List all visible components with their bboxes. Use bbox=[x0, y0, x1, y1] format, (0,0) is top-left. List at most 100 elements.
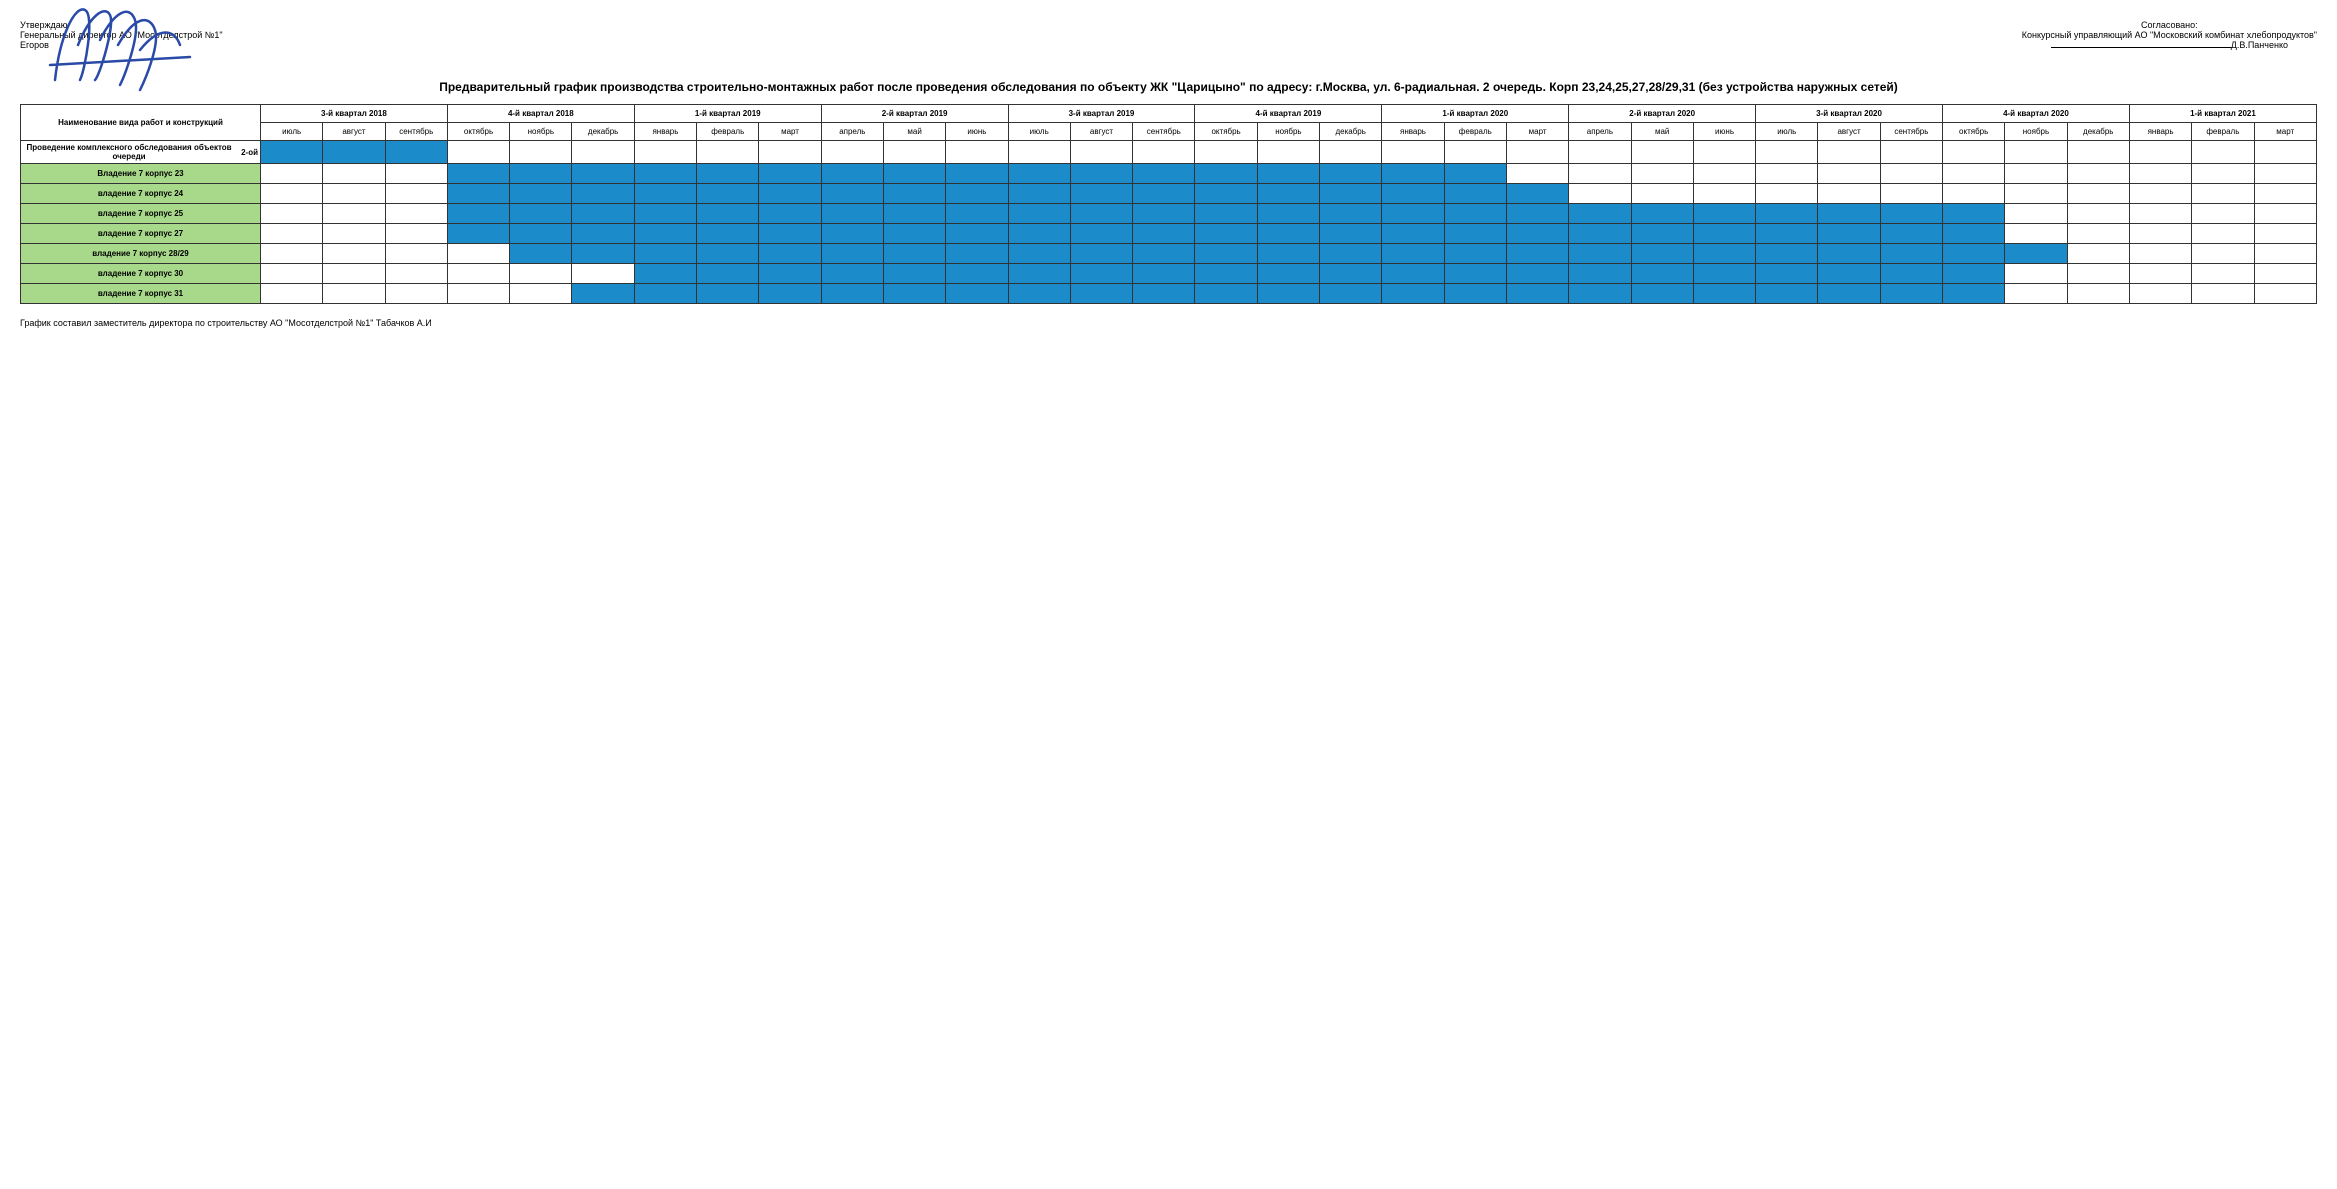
gantt-cell bbox=[2067, 204, 2129, 224]
gantt-cell bbox=[1943, 141, 2005, 164]
gantt-cell bbox=[2005, 164, 2067, 184]
gantt-cell bbox=[1133, 244, 1195, 264]
gantt-cell bbox=[883, 204, 945, 224]
gantt-cell bbox=[1008, 141, 1070, 164]
gantt-cell bbox=[1569, 264, 1631, 284]
quarter-header: 2-й квартал 2019 bbox=[821, 105, 1008, 123]
gantt-cell bbox=[1382, 184, 1444, 204]
gantt-cell bbox=[1943, 204, 2005, 224]
quarter-header: 1-й квартал 2021 bbox=[2129, 105, 2316, 123]
gantt-cell bbox=[572, 224, 634, 244]
gantt-cell bbox=[946, 141, 1008, 164]
gantt-cell bbox=[2129, 244, 2191, 264]
gantt-cell bbox=[1506, 244, 1568, 264]
month-header: июль bbox=[1008, 123, 1070, 141]
gantt-cell bbox=[1133, 224, 1195, 244]
gantt-cell bbox=[1382, 224, 1444, 244]
month-header: январь bbox=[1382, 123, 1444, 141]
gantt-cell bbox=[1008, 224, 1070, 244]
gantt-cell bbox=[1631, 264, 1693, 284]
row-label: владение 7 корпус 28/29 bbox=[21, 244, 261, 264]
gantt-cell bbox=[1070, 244, 1132, 264]
gantt-cell bbox=[1133, 204, 1195, 224]
gantt-cell bbox=[1880, 184, 1942, 204]
gantt-cell bbox=[510, 141, 572, 164]
gantt-cell bbox=[634, 204, 696, 224]
gantt-cell bbox=[447, 284, 509, 304]
month-header: декабрь bbox=[572, 123, 634, 141]
gantt-cell bbox=[1257, 164, 1319, 184]
gantt-cell bbox=[1693, 184, 1755, 204]
row-label: Проведение комплексного обследования объ… bbox=[21, 141, 261, 164]
gantt-cell bbox=[510, 184, 572, 204]
gantt-cell bbox=[883, 164, 945, 184]
gantt-cell bbox=[510, 244, 572, 264]
month-header: февраль bbox=[2192, 123, 2254, 141]
gantt-cell bbox=[1257, 264, 1319, 284]
gantt-cell bbox=[1631, 164, 1693, 184]
gantt-cell bbox=[447, 204, 509, 224]
gantt-cell bbox=[323, 141, 385, 164]
gantt-cell bbox=[1506, 184, 1568, 204]
gantt-cell bbox=[634, 141, 696, 164]
gantt-cell bbox=[1693, 264, 1755, 284]
gantt-cell bbox=[1818, 141, 1880, 164]
gantt-cell bbox=[572, 141, 634, 164]
gantt-cell bbox=[1444, 284, 1506, 304]
gantt-cell bbox=[1631, 184, 1693, 204]
gantt-cell bbox=[946, 264, 1008, 284]
gantt-cell bbox=[572, 164, 634, 184]
gantt-cell bbox=[572, 284, 634, 304]
gantt-cell bbox=[1444, 224, 1506, 244]
gantt-cell bbox=[883, 141, 945, 164]
approval-right-line1: Согласовано: bbox=[2022, 20, 2317, 30]
gantt-cell bbox=[1070, 184, 1132, 204]
month-header: сентябрь bbox=[1133, 123, 1195, 141]
gantt-cell bbox=[1506, 204, 1568, 224]
gantt-cell bbox=[2129, 284, 2191, 304]
gantt-cell bbox=[821, 204, 883, 224]
gantt-cell bbox=[2005, 184, 2067, 204]
gantt-cell bbox=[2192, 184, 2254, 204]
gantt-cell bbox=[510, 264, 572, 284]
gantt-row: владение 7 корпус 27 bbox=[21, 224, 2317, 244]
gantt-cell bbox=[634, 264, 696, 284]
gantt-cell bbox=[1569, 244, 1631, 264]
gantt-cell bbox=[572, 184, 634, 204]
gantt-cell bbox=[1195, 264, 1257, 284]
gantt-cell bbox=[2254, 244, 2317, 264]
gantt-cell bbox=[1631, 141, 1693, 164]
gantt-cell bbox=[697, 264, 759, 284]
gantt-cell bbox=[759, 284, 821, 304]
gantt-cell bbox=[821, 244, 883, 264]
month-header: март bbox=[759, 123, 821, 141]
gantt-cell bbox=[385, 184, 447, 204]
gantt-cell bbox=[1257, 184, 1319, 204]
gantt-cell bbox=[1943, 264, 2005, 284]
month-header: декабрь bbox=[1320, 123, 1382, 141]
gantt-cell bbox=[1818, 284, 1880, 304]
gantt-cell bbox=[2005, 244, 2067, 264]
gantt-cell bbox=[1818, 224, 1880, 244]
month-header: апрель bbox=[1569, 123, 1631, 141]
gantt-cell bbox=[1818, 244, 1880, 264]
gantt-cell bbox=[697, 284, 759, 304]
gantt-cell bbox=[1880, 141, 1942, 164]
gantt-cell bbox=[1320, 244, 1382, 264]
gantt-cell bbox=[1693, 164, 1755, 184]
gantt-cell bbox=[385, 264, 447, 284]
gantt-cell bbox=[2254, 141, 2317, 164]
gantt-cell bbox=[759, 164, 821, 184]
gantt-cell bbox=[1693, 224, 1755, 244]
gantt-row: владение 7 корпус 28/29 bbox=[21, 244, 2317, 264]
gantt-cell bbox=[1880, 224, 1942, 244]
gantt-cell bbox=[821, 224, 883, 244]
quarter-header: 3-й квартал 2018 bbox=[261, 105, 448, 123]
document-title: Предварительный график производства стро… bbox=[20, 80, 2317, 94]
gantt-cell bbox=[1506, 141, 1568, 164]
gantt-cell bbox=[1631, 284, 1693, 304]
gantt-cell bbox=[261, 284, 323, 304]
gantt-cell bbox=[1756, 224, 1818, 244]
gantt-cell bbox=[261, 164, 323, 184]
month-header: ноябрь bbox=[1257, 123, 1319, 141]
